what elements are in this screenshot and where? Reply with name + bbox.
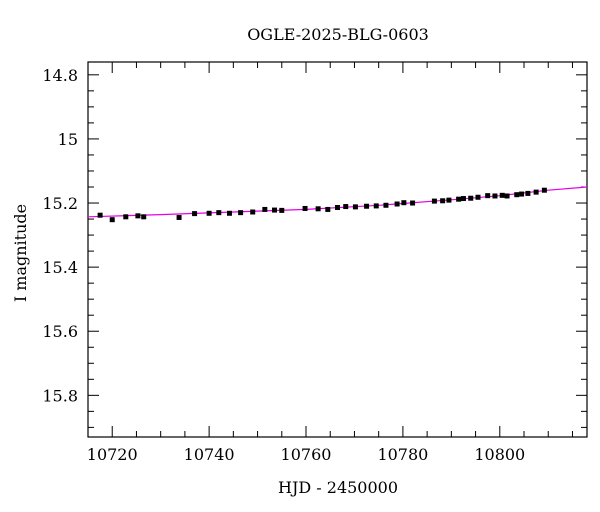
data-point (226, 210, 232, 216)
y-tick-label: 14.8 (42, 66, 78, 85)
data-point (272, 207, 278, 213)
data-point (401, 200, 407, 206)
data-point (456, 196, 462, 202)
data-point (352, 204, 358, 210)
model-curve-layer (87, 186, 588, 218)
data-point (176, 214, 182, 220)
x-tick-label: 10760 (281, 445, 332, 464)
x-tick-label: 10720 (87, 445, 138, 464)
data-point (541, 187, 547, 193)
data-point (302, 205, 308, 211)
data-point (238, 210, 244, 216)
data-point (431, 198, 437, 204)
data-points-layer (97, 187, 547, 223)
data-point (492, 193, 498, 199)
y-tick-label: 15.8 (42, 386, 78, 405)
x-tick-label: 10800 (474, 445, 525, 464)
data-point (250, 209, 256, 215)
data-point (460, 196, 466, 202)
chart-title: OGLE-2025-BLG-0603 (247, 25, 429, 44)
data-point (440, 198, 446, 204)
data-point (485, 193, 491, 199)
data-point (475, 194, 481, 200)
data-point (499, 192, 505, 198)
y-axis-title: I magnitude (11, 204, 30, 302)
data-point (97, 212, 103, 218)
model-curve (87, 186, 588, 218)
data-point (394, 201, 400, 207)
x-tick-label: 10780 (377, 445, 428, 464)
tick-labels: 10720 10740 10760 10780 10800 14.8 15 15.2 15.4 1… (42, 66, 525, 464)
data-point (279, 207, 285, 213)
data-point (514, 192, 520, 198)
data-point (109, 217, 115, 223)
y-tick-label: 15.6 (42, 322, 78, 341)
plot-frame (87, 61, 588, 438)
data-point (335, 205, 340, 211)
y-tick-label: 15 (58, 130, 78, 149)
x-tick-label: 10740 (184, 445, 235, 464)
x-axis-title: HJD - 2450000 (278, 478, 398, 497)
y-tick-label: 15.4 (42, 258, 78, 277)
y-tick-label: 15.2 (42, 194, 78, 213)
data-point (468, 195, 474, 201)
data-point (533, 189, 539, 195)
data-point (192, 211, 198, 217)
data-point (525, 190, 531, 196)
data-point (325, 206, 331, 212)
data-point (343, 204, 349, 210)
data-point (141, 214, 147, 220)
data-point (383, 202, 389, 208)
data-point (364, 203, 370, 209)
data-point (410, 200, 416, 206)
data-point (216, 210, 222, 216)
data-point (373, 203, 379, 209)
data-point (504, 193, 510, 199)
data-point (123, 214, 129, 220)
data-point (206, 210, 212, 216)
axes (87, 61, 588, 438)
data-point (262, 206, 268, 212)
data-point (519, 191, 525, 197)
data-point (135, 213, 141, 219)
data-point (446, 197, 452, 203)
data-point (315, 206, 321, 212)
